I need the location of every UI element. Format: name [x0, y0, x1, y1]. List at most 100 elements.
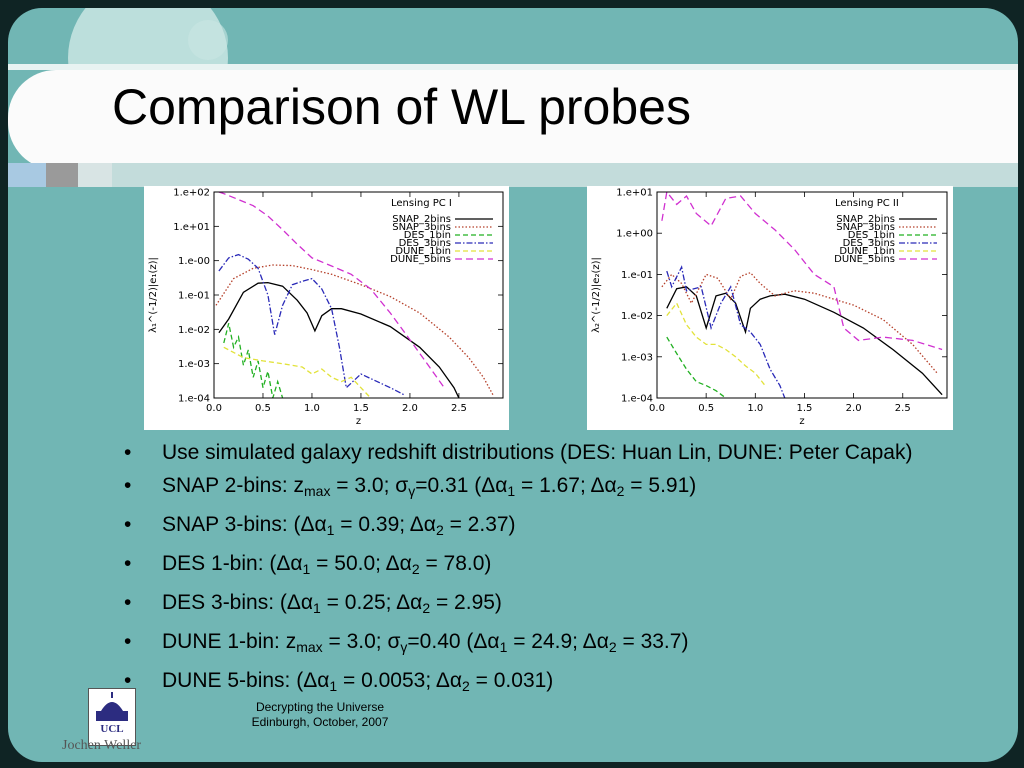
bullet-item: Use simulated galaxy redshift distributi… [120, 440, 940, 465]
bullet-subscript: 2 [462, 678, 470, 694]
x-tick-label: 2.0 [402, 403, 418, 414]
bullet-text: = 50.0; Δα [310, 552, 412, 575]
bullet-text: = 33.7) [616, 630, 689, 653]
y-tick-label: 1.e-00 [178, 256, 210, 267]
footer: Decrypting the Universe Edinburgh, Octob… [210, 700, 430, 730]
bullet-text: DES 3-bins: (Δα [162, 591, 314, 614]
y-axis-label: λ₂^(-1/2)|e₂(z)| [591, 257, 602, 333]
bullet-item: DES 1-bin: (Δα1 = 50.0; Δα2 = 78.0) [120, 551, 940, 582]
chart-title: Lensing PC I [391, 198, 452, 209]
bullet-text: Use simulated galaxy redshift distributi… [162, 441, 913, 464]
decorative-square [8, 163, 46, 187]
decorative-square [46, 163, 78, 187]
series-line-des-1bin [666, 336, 727, 398]
series-line-snap-3bins [215, 264, 494, 396]
bullet-item: DUNE 1-bin: zmax = 3.0; σγ=0.40 (Δα1 = 2… [120, 629, 940, 660]
footer-line-2: Edinburgh, October, 2007 [251, 715, 389, 729]
decorative-circle-small [188, 20, 228, 60]
x-tick-label: 1.0 [747, 403, 763, 414]
legend-label: DES_3bins [843, 238, 895, 249]
y-tick-label: 1.e+02 [173, 188, 210, 199]
bullet-subscript: 1 [329, 678, 338, 694]
legend-label: DUNE_5bins [390, 254, 451, 265]
x-tick-label: 0.5 [255, 403, 271, 414]
bullet-text: = 2.95) [430, 591, 502, 614]
bullet-subscript: 1 [499, 639, 508, 655]
bullet-text: = 0.25; Δα [320, 591, 423, 614]
bullet-text: =0.40 (Δα [407, 630, 500, 653]
bullet-text: = 0.0053; Δα [337, 669, 463, 692]
series-line-dune-5bins [218, 192, 445, 389]
x-tick-label: 0.0 [649, 403, 665, 414]
y-tick-label: 1.e+00 [616, 229, 653, 240]
series-line-dune-1bin [223, 346, 372, 398]
series-line-des-3bins [218, 253, 406, 396]
bullet-subscript: max [304, 483, 331, 499]
bullet-text: DES 1-bin: (Δα [162, 552, 303, 575]
bullet-text: = 24.9; Δα [507, 630, 609, 653]
footer-line-1: Decrypting the Universe [255, 700, 385, 714]
bullet-text: DUNE 1-bin: z [162, 630, 297, 653]
legend-label: SNAP_2bins [836, 214, 895, 225]
plot-frame [656, 191, 948, 399]
bullet-text: = 1.67; Δα [515, 474, 617, 497]
bullet-subscript: 2 [608, 639, 617, 655]
y-tick-label: 1.e-03 [178, 359, 210, 370]
series-line-des-3bins [666, 265, 786, 398]
y-tick-label: 1.e-01 [621, 270, 653, 281]
bullet-text: = 0.031) [469, 669, 554, 692]
chart-title: Lensing PC II [835, 198, 899, 209]
bullet-subscript: 2 [616, 483, 625, 499]
legend-label: SNAP_3bins [836, 222, 895, 233]
slide-title: Comparison of WL probes [112, 79, 691, 135]
y-tick-label: 1.e+01 [173, 222, 210, 233]
bullet-text: = 3.0; σ [330, 474, 409, 497]
bullet-text: =0.31 (Δα [415, 474, 508, 497]
series-line-snap-3bins [661, 271, 938, 374]
x-tick-label: 2.0 [846, 403, 862, 414]
decorative-square [78, 163, 112, 187]
bullet-subscript: γ [408, 483, 416, 499]
bullet-list: Use simulated galaxy redshift distributi… [120, 440, 940, 707]
bullet-subscript: γ [400, 639, 408, 655]
ucl-logo: UCL [88, 688, 136, 746]
series-line-snap-2bins [218, 281, 460, 398]
legend-label: DES_3bins [399, 238, 451, 249]
x-axis-label: z [799, 416, 804, 427]
y-tick-label: 1.e-01 [178, 291, 210, 302]
y-tick-label: 1.e-02 [178, 325, 210, 336]
bullet-subscript: 1 [507, 483, 516, 499]
x-axis-label: z [356, 416, 361, 427]
bullet-item: DUNE 5-bins: (Δα1 = 0.0053; Δα2 = 0.031) [120, 668, 940, 699]
y-tick-label: 1.e-04 [621, 394, 653, 405]
x-tick-label: 0.0 [206, 403, 222, 414]
bullet-item: DES 3-bins: (Δα1 = 0.25; Δα2 = 2.95) [120, 590, 940, 621]
y-axis-label: λ₁^(-1/2)|e₁(z)| [148, 257, 159, 333]
bullet-item: SNAP 3-bins: (Δα1 = 0.39; Δα2 = 2.37) [120, 512, 940, 543]
bullet-subscript: 1 [302, 561, 311, 577]
bullet-subscript: 2 [422, 600, 431, 616]
author-name: Jochen Weller [62, 738, 142, 753]
y-tick-label: 1.e-04 [178, 394, 210, 405]
series-line-dune-1bin [666, 301, 766, 387]
legend-label: DUNE_1bin [839, 246, 895, 257]
x-tick-label: 1.0 [304, 403, 320, 414]
chart-pc1: 1.e-04 1.e-03 1.e-02 1.e-01 1.e-00 1.e+01 1.e+… [148, 188, 504, 427]
bullet-text: SNAP 2-bins: z [162, 474, 305, 497]
bullet-item: SNAP 2-bins: zmax = 3.0; σγ=0.31 (Δα1 = … [120, 473, 940, 504]
x-tick-label: 0.5 [698, 403, 714, 414]
x-tick-label: 2.5 [895, 403, 911, 414]
series-line-snap-2bins [666, 286, 943, 396]
bullet-subscript: 2 [411, 561, 420, 577]
bullet-text: DUNE 5-bins: (Δα [162, 669, 330, 692]
bullet-subscript: 2 [435, 522, 444, 538]
plot-frame [213, 191, 504, 399]
chart-panel-pc2: 1.e-04 1.e-03 1.e-02 1.e-01 1.e+00 1.e+01 0.0 0… [587, 186, 953, 430]
legend-label: DES_1bin [848, 230, 895, 241]
title-band [8, 70, 1018, 170]
bullet-text: = 0.39; Δα [334, 513, 436, 536]
bullet-text: = 78.0) [419, 552, 492, 575]
title-band-strip [8, 64, 1018, 70]
legend-label: SNAP_2bins [392, 214, 451, 225]
title-underline-band [112, 163, 1018, 187]
